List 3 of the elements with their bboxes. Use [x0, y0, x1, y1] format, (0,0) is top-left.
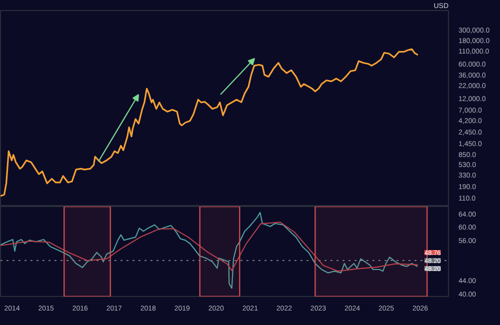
line-series: [0, 212, 418, 289]
line-series: [0, 48, 419, 197]
line-series: [0, 222, 418, 272]
